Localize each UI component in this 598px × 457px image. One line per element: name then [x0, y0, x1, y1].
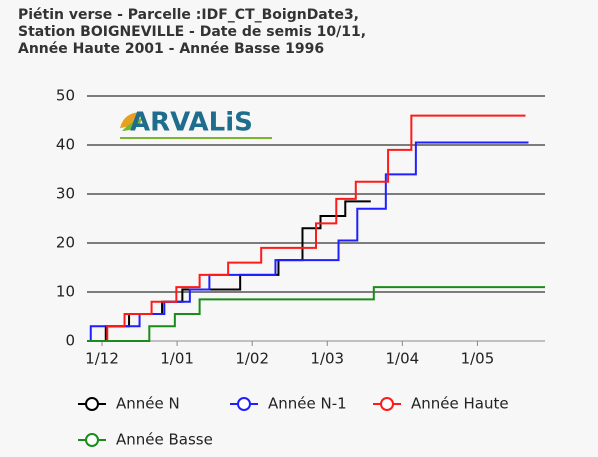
series-line	[87, 200, 371, 342]
logo-leaf	[120, 112, 142, 128]
y-tick-label: 40	[56, 136, 75, 154]
x-tick-label: 1/01	[160, 350, 194, 368]
legend-label: Année Basse	[116, 431, 213, 449]
y-tick-label: 10	[56, 283, 75, 301]
x-tick-label: 1/05	[461, 350, 495, 368]
x-tick-label: 1/03	[310, 350, 344, 368]
series-line	[87, 286, 545, 342]
series-line	[87, 141, 529, 342]
logo-text: ARVALiS	[130, 108, 253, 138]
series-line	[87, 114, 526, 342]
y-tick-label: 50	[56, 87, 75, 105]
legend-marker	[85, 433, 99, 447]
x-tick-label: 1/02	[235, 350, 269, 368]
logo-leaf	[122, 118, 142, 131]
x-tick-label: 1/12	[85, 350, 119, 368]
legend-marker	[85, 397, 99, 411]
chart-title: Piétin verse - Parcelle :IDF_CT_BoignDat…	[18, 7, 359, 23]
legend-marker	[237, 397, 251, 411]
legend-marker	[380, 397, 394, 411]
x-tick-label: 1/04	[386, 350, 420, 368]
legend-label: Année N-1	[268, 395, 347, 413]
legend-label: Année Haute	[411, 395, 509, 413]
chart-title: Station BOIGNEVILLE - Date de semis 10/1…	[18, 24, 366, 40]
y-tick-label: 20	[56, 234, 75, 252]
chart-title: Année Haute 2001 - Année Basse 1996	[18, 41, 324, 57]
legend-label: Année N	[116, 395, 180, 413]
y-tick-label: 0	[65, 332, 75, 350]
logo: ARVALiS	[120, 108, 272, 139]
y-tick-label: 30	[56, 185, 75, 203]
